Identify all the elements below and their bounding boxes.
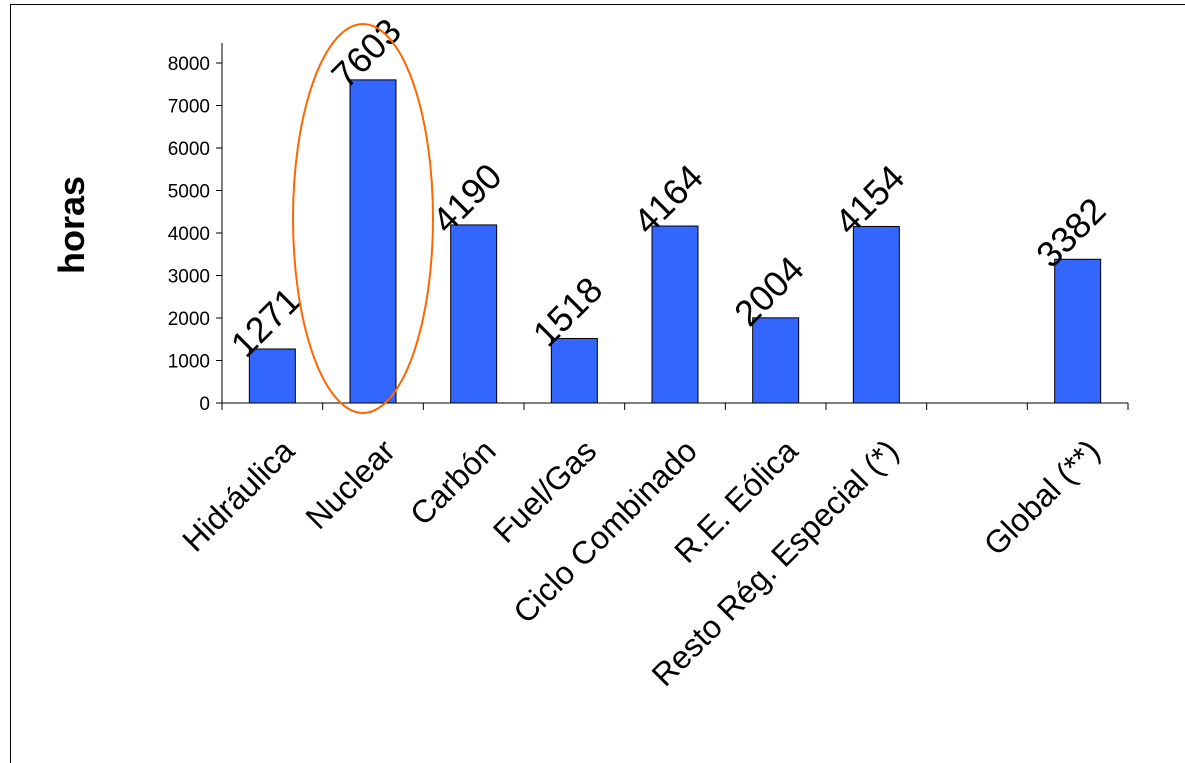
y-tick-label: 6000 [168,139,210,160]
x-tick-label: Carbón [403,432,503,532]
bar [852,225,900,404]
bar [550,337,598,404]
y-tick-label: 2000 [168,309,210,330]
highlight-overlay [292,23,434,414]
bar [752,317,800,404]
bar [1054,258,1102,404]
y-tick-label: 5000 [168,182,210,203]
highlight-ellipse [292,23,434,414]
bar [349,79,397,404]
x-tick-label: Hidráulica [175,432,301,558]
y-axis-label: horas [51,176,92,274]
x-tick-label: Global (**) [977,432,1107,562]
x-tick-label: Ciclo Combinado [506,432,704,630]
bar [248,348,296,404]
bar [651,225,699,404]
y-tick-label: 4000 [168,224,210,245]
y-tick-label: 7000 [168,97,210,118]
x-tick-label: Nuclear [299,432,403,536]
y-tick-label: 8000 [168,54,210,75]
bars [248,79,1102,404]
y-tick-label: 1000 [168,352,210,373]
y-tick-label: 0 [199,394,210,415]
chart-frame [10,4,1185,763]
y-tick-labels: 0 1000 2000 3000 4000 5000 6000 7000 8000 [168,54,210,415]
y-tick-label: 3000 [168,267,210,288]
bar [450,224,498,404]
